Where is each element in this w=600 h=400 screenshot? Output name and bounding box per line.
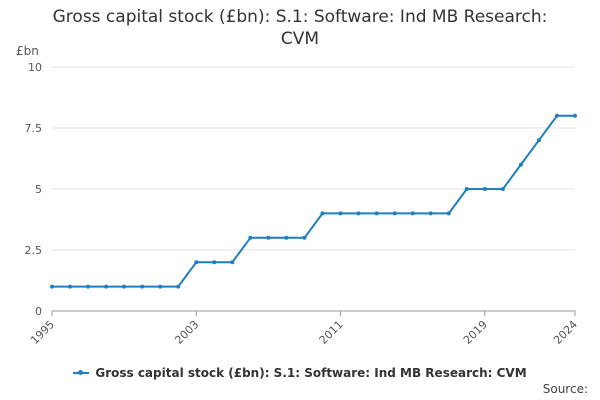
- data-point[interactable]: [122, 284, 127, 289]
- grid-lines: [52, 66, 575, 251]
- source-label: Source:: [542, 382, 588, 396]
- data-point[interactable]: [446, 211, 451, 216]
- data-point[interactable]: [176, 284, 181, 289]
- legend: Gross capital stock (£bn): S.1: Software…: [0, 366, 600, 380]
- x-tick-label: 2003: [172, 318, 201, 347]
- x-tick-label: 2024: [551, 318, 580, 347]
- y-axis-tick-labels: 0 2.5 5 7.5 10: [25, 61, 43, 318]
- data-point[interactable]: [573, 113, 577, 118]
- data-point[interactable]: [518, 162, 523, 167]
- data-point[interactable]: [374, 211, 379, 216]
- y-tick-label: 5: [35, 183, 42, 196]
- data-point[interactable]: [68, 284, 73, 289]
- y-tick-label: 2.5: [25, 244, 43, 257]
- x-tick-label: 2011: [317, 318, 346, 347]
- data-point[interactable]: [356, 211, 361, 216]
- x-tick-label: 2019: [461, 318, 490, 347]
- data-point[interactable]: [50, 284, 54, 289]
- data-point[interactable]: [536, 138, 541, 143]
- series-line: [52, 114, 575, 288]
- data-point[interactable]: [410, 211, 415, 216]
- x-axis-tick-labels: 1995 2003 2011 2019 2024: [28, 318, 580, 347]
- chart-title: Gross capital stock (£bn): S.1: Software…: [52, 7, 548, 49]
- data-point[interactable]: [302, 235, 307, 240]
- data-point[interactable]: [230, 260, 235, 265]
- y-axis-unit-label: £bn: [16, 44, 39, 58]
- data-point[interactable]: [500, 187, 505, 191]
- axes: [51, 310, 576, 316]
- data-point[interactable]: [284, 235, 289, 240]
- x-tick-label: 1995: [28, 318, 57, 347]
- series-layer: [50, 113, 577, 289]
- data-point[interactable]: [428, 211, 433, 216]
- data-point[interactable]: [482, 187, 487, 191]
- data-point[interactable]: [158, 284, 163, 289]
- legend-label: Gross capital stock (£bn): S.1: Software…: [95, 366, 527, 380]
- data-point[interactable]: [194, 260, 199, 265]
- y-tick-label: 10: [28, 61, 42, 74]
- data-point[interactable]: [248, 235, 253, 240]
- data-point[interactable]: [554, 113, 559, 118]
- y-tick-label: 7.5: [25, 122, 43, 135]
- data-point[interactable]: [104, 284, 109, 289]
- y-tick-label: 0: [35, 305, 42, 318]
- data-point[interactable]: [464, 187, 469, 191]
- data-point[interactable]: [140, 284, 145, 289]
- data-point[interactable]: [212, 260, 217, 265]
- data-point[interactable]: [266, 235, 271, 240]
- data-point[interactable]: [338, 211, 343, 216]
- data-point[interactable]: [320, 211, 325, 216]
- data-point[interactable]: [86, 284, 91, 289]
- data-point[interactable]: [392, 211, 397, 216]
- legend-swatch: [73, 369, 90, 375]
